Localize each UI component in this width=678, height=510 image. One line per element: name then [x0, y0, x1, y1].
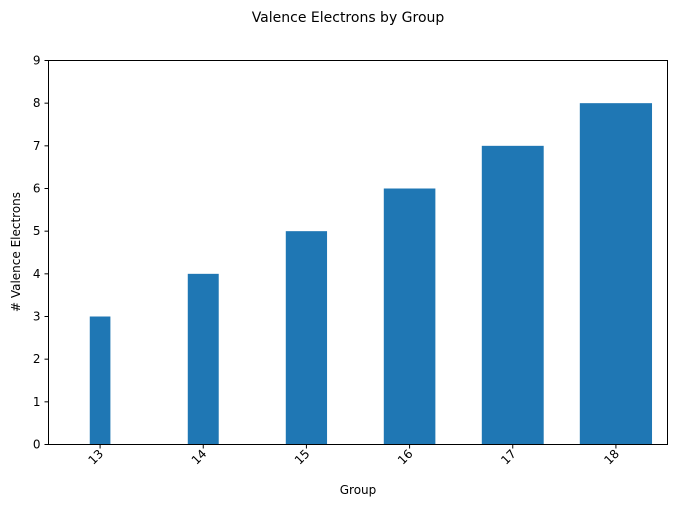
bars-group — [89, 103, 653, 445]
x-tick-label-16: 16 — [395, 447, 416, 468]
y-tick-label: 9 — [33, 54, 41, 68]
x-axis-label: Group — [340, 483, 377, 497]
y-tick-label: 2 — [33, 352, 41, 366]
y-tick-label: 8 — [33, 96, 41, 110]
bar-group-13 — [89, 316, 111, 445]
y-tick-label: 1 — [33, 395, 41, 409]
y-tick-label: 0 — [33, 438, 41, 452]
y-axis-ticks: 0 1 2 3 4 5 6 7 8 9 — [33, 54, 49, 452]
bar-group-15 — [285, 231, 328, 445]
x-axis-ticks: 13 14 15 16 17 18 — [85, 444, 622, 468]
y-tick-label: 4 — [33, 267, 41, 281]
x-tick-label-15: 15 — [292, 447, 313, 468]
bar-group-16 — [383, 188, 436, 445]
bar-group-18 — [579, 103, 653, 445]
y-tick-label: 7 — [33, 139, 41, 153]
bar-group-17 — [481, 145, 544, 445]
plot-area-frame — [48, 60, 668, 445]
chart-title: Valence Electrons by Group — [252, 10, 445, 26]
x-tick-label-14: 14 — [189, 447, 210, 468]
y-axis-label: # Valence Electrons — [9, 192, 23, 312]
x-tick-label-17: 17 — [498, 447, 519, 468]
y-tick-label: 6 — [33, 182, 41, 196]
y-tick-label: 5 — [33, 224, 41, 238]
y-tick-label: 3 — [33, 310, 41, 324]
x-tick-label-18: 18 — [601, 447, 622, 468]
x-tick-label-13: 13 — [85, 447, 106, 468]
bar-group-14 — [187, 273, 219, 445]
